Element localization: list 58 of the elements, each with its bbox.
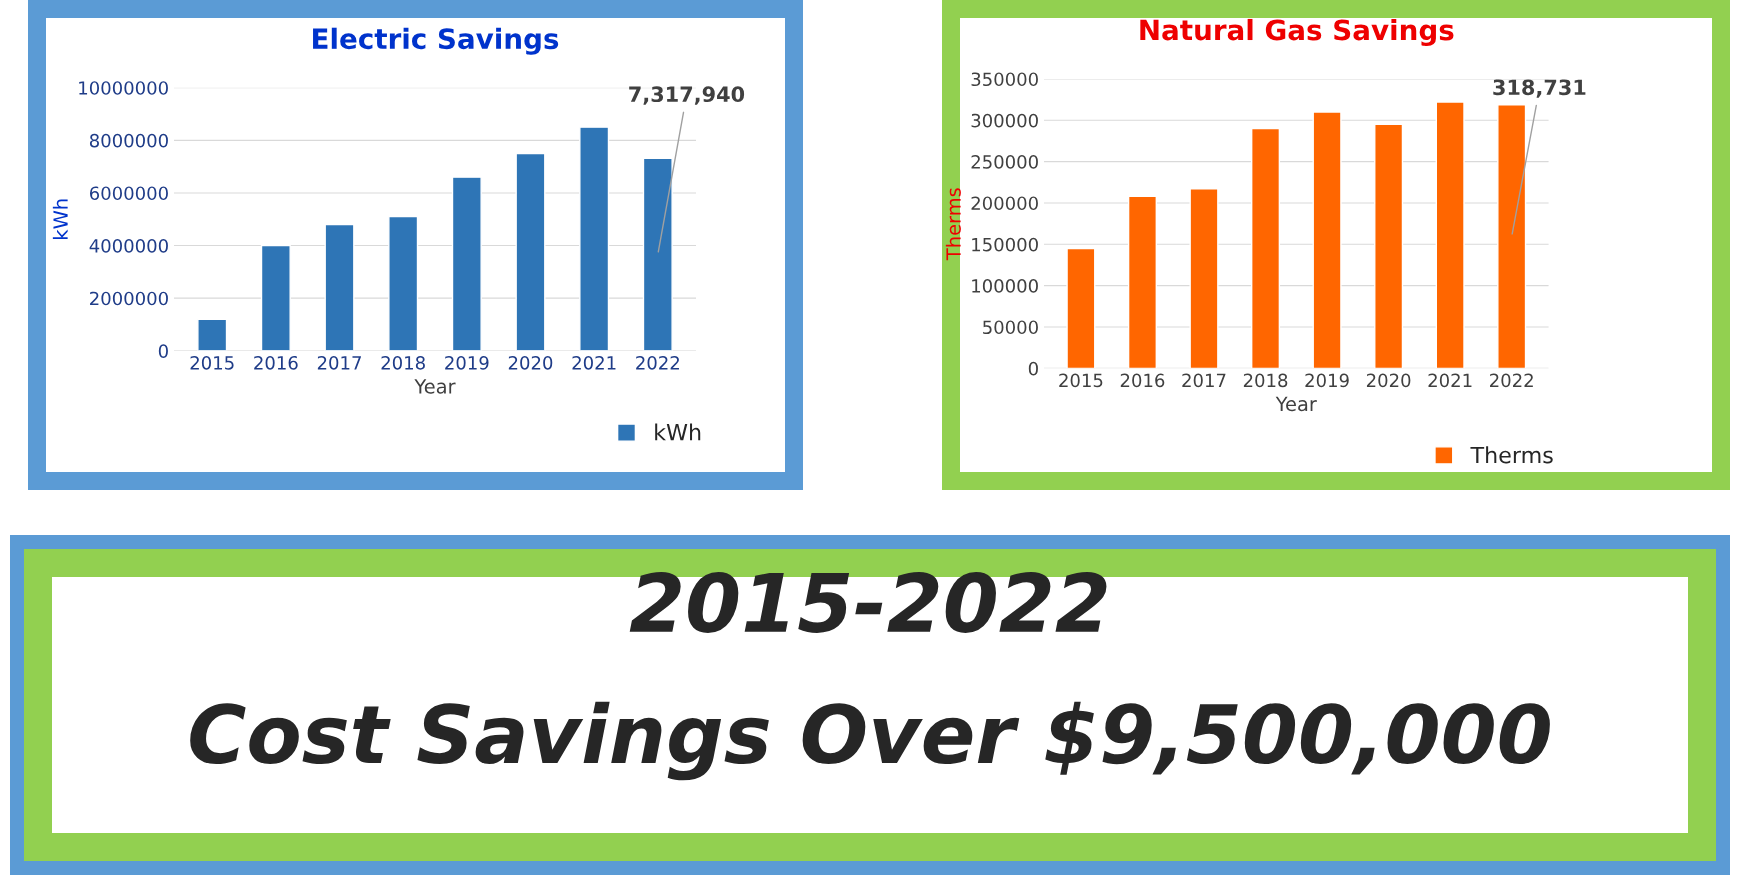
x-tick-label: 2022 <box>636 355 679 370</box>
data-label: 7,317,940 <box>629 86 745 105</box>
bar <box>579 126 610 351</box>
legend-label: kWh <box>655 423 701 441</box>
x-tick-label: 2019 <box>445 355 489 370</box>
x-tick-label: 2017 <box>1182 373 1226 388</box>
bar <box>1497 104 1527 369</box>
x-tick-label: 2020 <box>508 355 553 370</box>
bar <box>1374 123 1404 369</box>
bar <box>324 223 355 351</box>
x-tick-label: 2018 <box>1243 373 1288 388</box>
bar <box>642 157 673 351</box>
x-tick-label: 2015 <box>190 355 234 370</box>
x-tick-label: 2015 <box>1059 373 1103 388</box>
y-tick-label: 50000 <box>983 320 1038 335</box>
bar <box>1189 188 1219 369</box>
bar <box>1312 111 1342 369</box>
y-tick-label: 0 <box>158 344 168 358</box>
text: Cost Savings Over $9,500,000 <box>190 701 1550 781</box>
y-tick-label: 10000000 <box>79 81 168 95</box>
y-axis-title: kWh <box>52 199 68 239</box>
x-axis-title: Year <box>1275 396 1317 412</box>
y-tick-label: 8000000 <box>89 133 168 148</box>
bar <box>260 244 291 351</box>
x-tick-label: 2017 <box>317 355 361 370</box>
y-axis-title: Therms <box>945 188 961 261</box>
x-tick-label: 2021 <box>1428 373 1472 388</box>
x-axis-title: Year <box>414 379 456 394</box>
y-tick-label: 250000 <box>971 155 1038 169</box>
x-tick-label: 2019 <box>1305 373 1349 388</box>
bar <box>1250 127 1281 369</box>
bar <box>197 318 228 351</box>
x-tick-label: 2016 <box>1120 373 1165 388</box>
y-tick-label: 2000000 <box>90 291 168 306</box>
legend-label: Therms <box>1470 446 1553 464</box>
bar <box>1435 101 1465 369</box>
x-tick-label: 2018 <box>381 355 425 370</box>
y-tick-label: 100000 <box>972 279 1038 293</box>
y-tick-label: 200000 <box>971 196 1038 211</box>
bar <box>1066 247 1096 369</box>
text: 2015-2022 <box>629 571 1107 633</box>
bar <box>515 152 546 351</box>
x-tick-label: 2021 <box>572 355 616 370</box>
y-tick-label: 0 <box>1028 361 1038 376</box>
bar <box>451 176 482 351</box>
y-tick-label: 4000000 <box>89 239 168 253</box>
bar <box>388 215 419 351</box>
chart-title: Natural Gas Savings <box>1140 18 1454 47</box>
x-tick-label: 2022 <box>1490 373 1533 388</box>
x-tick-label: 2020 <box>1366 373 1411 388</box>
bar <box>1127 195 1157 369</box>
chart-title: Electric Savings <box>313 27 559 55</box>
data-label: 318,731 <box>1493 79 1586 98</box>
y-tick-label: 150000 <box>972 237 1038 252</box>
y-tick-label: 300000 <box>971 113 1038 128</box>
x-tick-label: 2016 <box>254 355 298 370</box>
y-tick-label: 350000 <box>971 72 1038 87</box>
y-tick-label: 6000000 <box>89 186 168 201</box>
